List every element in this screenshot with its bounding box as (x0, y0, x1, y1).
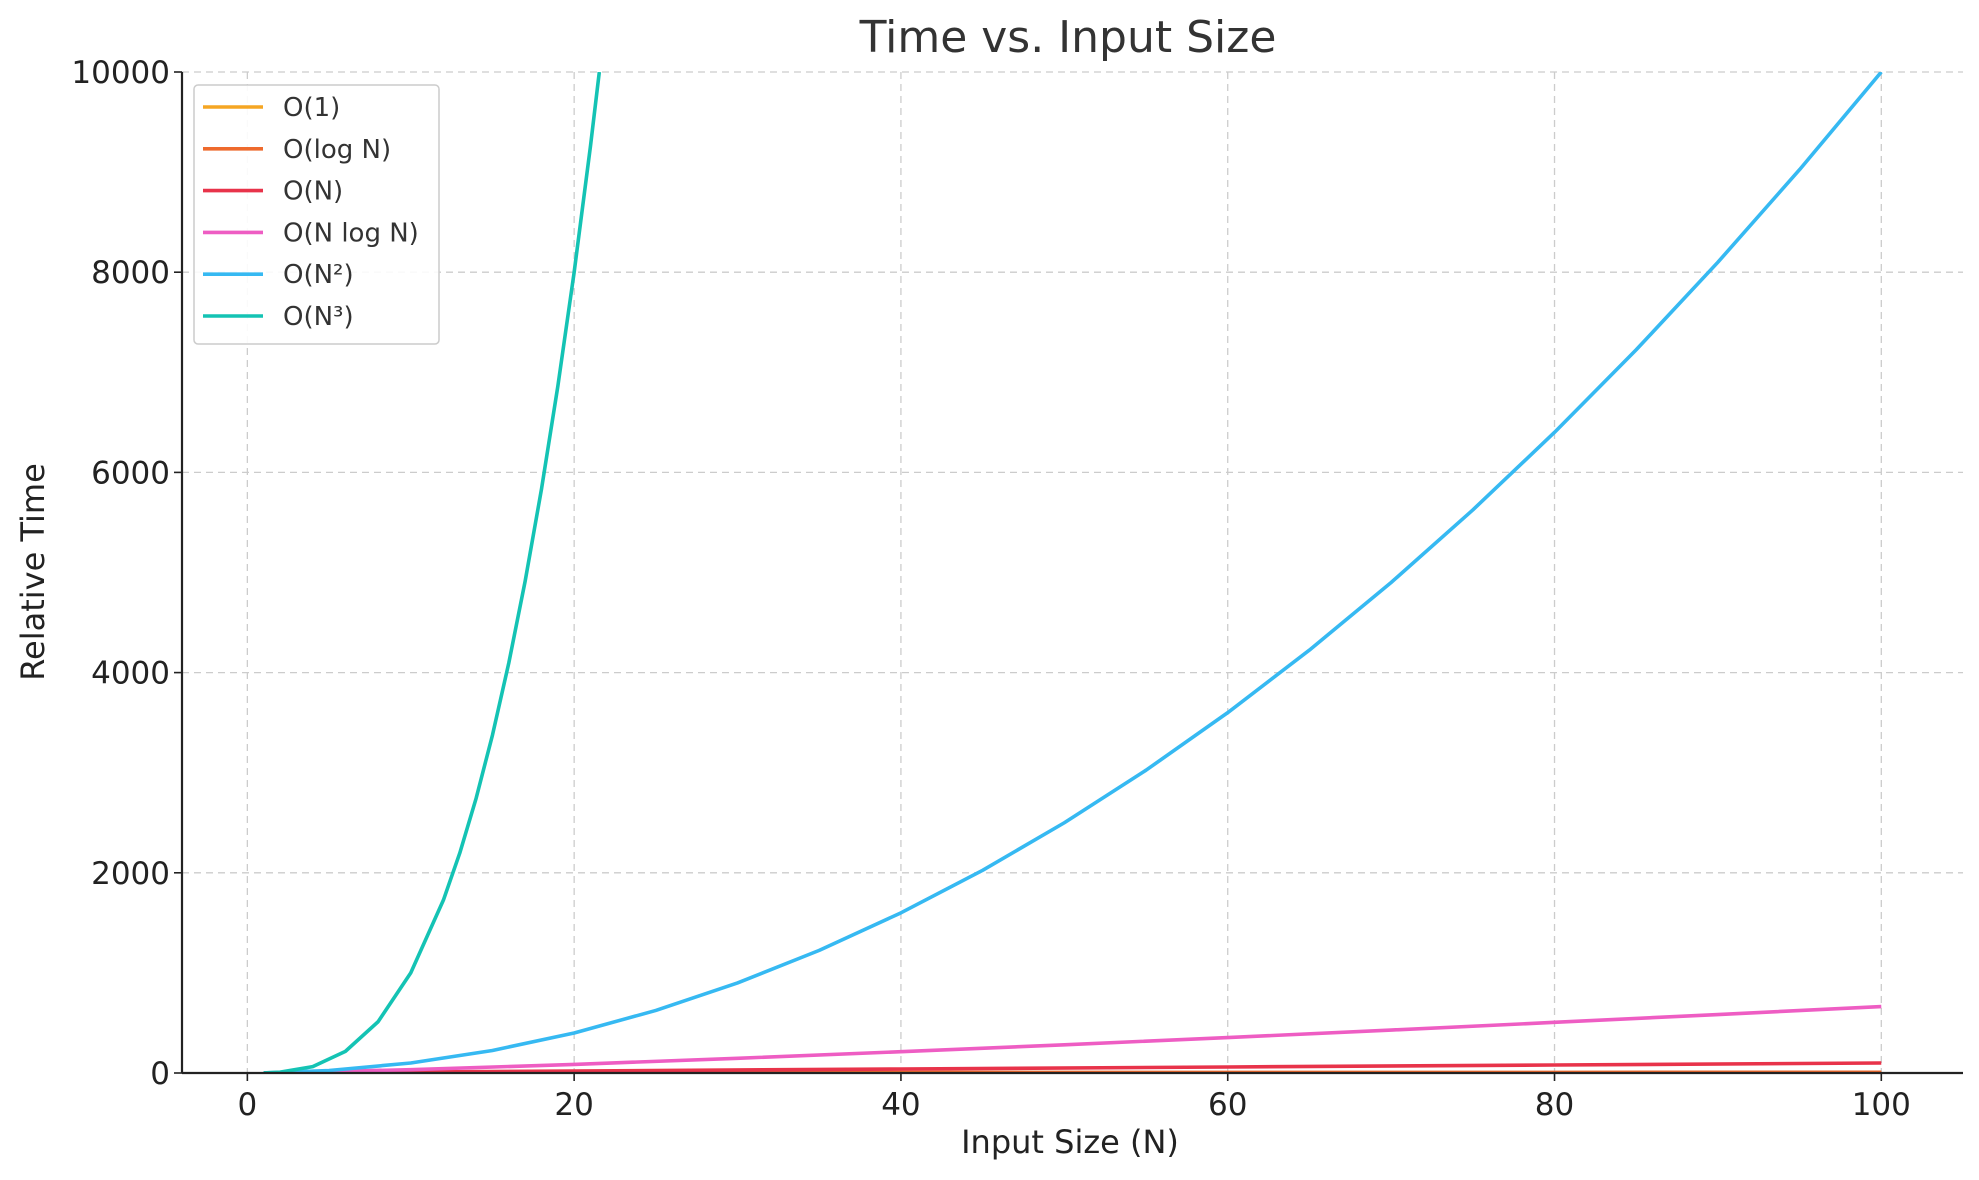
y-tick-label: 6000 (91, 455, 170, 491)
legend-label-o-n: O(N²) (283, 260, 354, 290)
y-tick-label: 0 (150, 1056, 170, 1092)
legend-label-o-1: O(1) (283, 93, 340, 123)
gridlines (182, 71, 1963, 1074)
series-line-o-n (263, 72, 1883, 1073)
x-tick-label: 60 (1208, 1087, 1247, 1123)
x-tick-label: 20 (554, 1087, 593, 1123)
x-tick-label: 40 (881, 1087, 920, 1123)
x-tick-label: 80 (1535, 1087, 1574, 1123)
series-line-o-n-log-n (263, 1004, 1882, 1073)
chart-title: Time vs. Input Size (859, 12, 1277, 63)
y-axis-label: Relative Time (14, 463, 52, 681)
legend-label-o-log-n: O(log N) (283, 135, 391, 165)
legend-label-o-n: O(N³) (283, 302, 354, 332)
axes (180, 72, 1963, 1075)
legend-label-o-n: O(N) (283, 177, 343, 207)
y-tick-label: 2000 (91, 856, 170, 892)
y-tick-label: 4000 (91, 656, 170, 692)
tick-labels: 0 20 40 60 80 100 0 2000 4000 6000 8000 10000 (71, 55, 1911, 1123)
y-tick-label: 10000 (71, 55, 170, 91)
legend-label-o-n-log-n: O(N log N) (283, 218, 419, 248)
y-tick-label: 8000 (91, 255, 170, 291)
series-line-o-n (263, 1061, 1882, 1073)
x-tick-label: 0 (237, 1087, 257, 1123)
series-lines (263, 72, 1883, 1073)
x-tick-label: 100 (1852, 1087, 1911, 1123)
x-axis-label: Input Size (N) (961, 1123, 1179, 1161)
series-line-o-n (263, 72, 602, 1073)
legend: O(1) O(log N) O(N) O(N log N) O(N²) O(N³) (193, 84, 440, 345)
